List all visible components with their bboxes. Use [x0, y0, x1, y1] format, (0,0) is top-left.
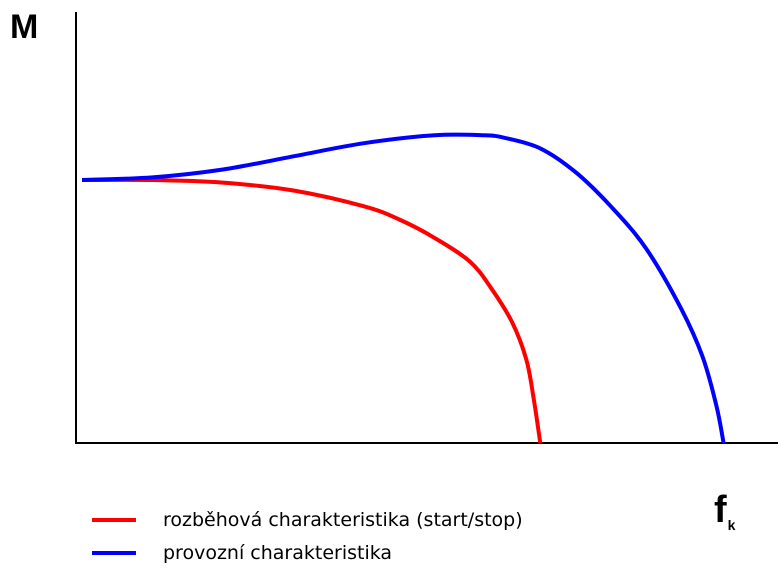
legend: rozběhová charakteristika (start/stop) p… [92, 503, 523, 569]
series-layer [81, 132, 726, 444]
legend-label-startstop: rozběhová charakteristika (start/stop) [163, 508, 523, 531]
legend-item-startstop: rozběhová charakteristika (start/stop) [92, 503, 523, 536]
series-line-startstop [81, 177, 543, 444]
legend-swatch-blue [92, 550, 136, 555]
x-axis-label-subscript: k [727, 517, 736, 533]
y-axis-label: M [10, 8, 39, 46]
axes [75, 12, 778, 444]
x-axis-label-main: f [714, 489, 727, 531]
legend-swatch-red [92, 517, 136, 522]
series-line-operating [81, 132, 726, 444]
legend-label-operating: provozní charakteristika [163, 541, 393, 564]
x-axis-label: fk [714, 491, 735, 532]
legend-item-operating: provozní charakteristika [92, 536, 523, 569]
